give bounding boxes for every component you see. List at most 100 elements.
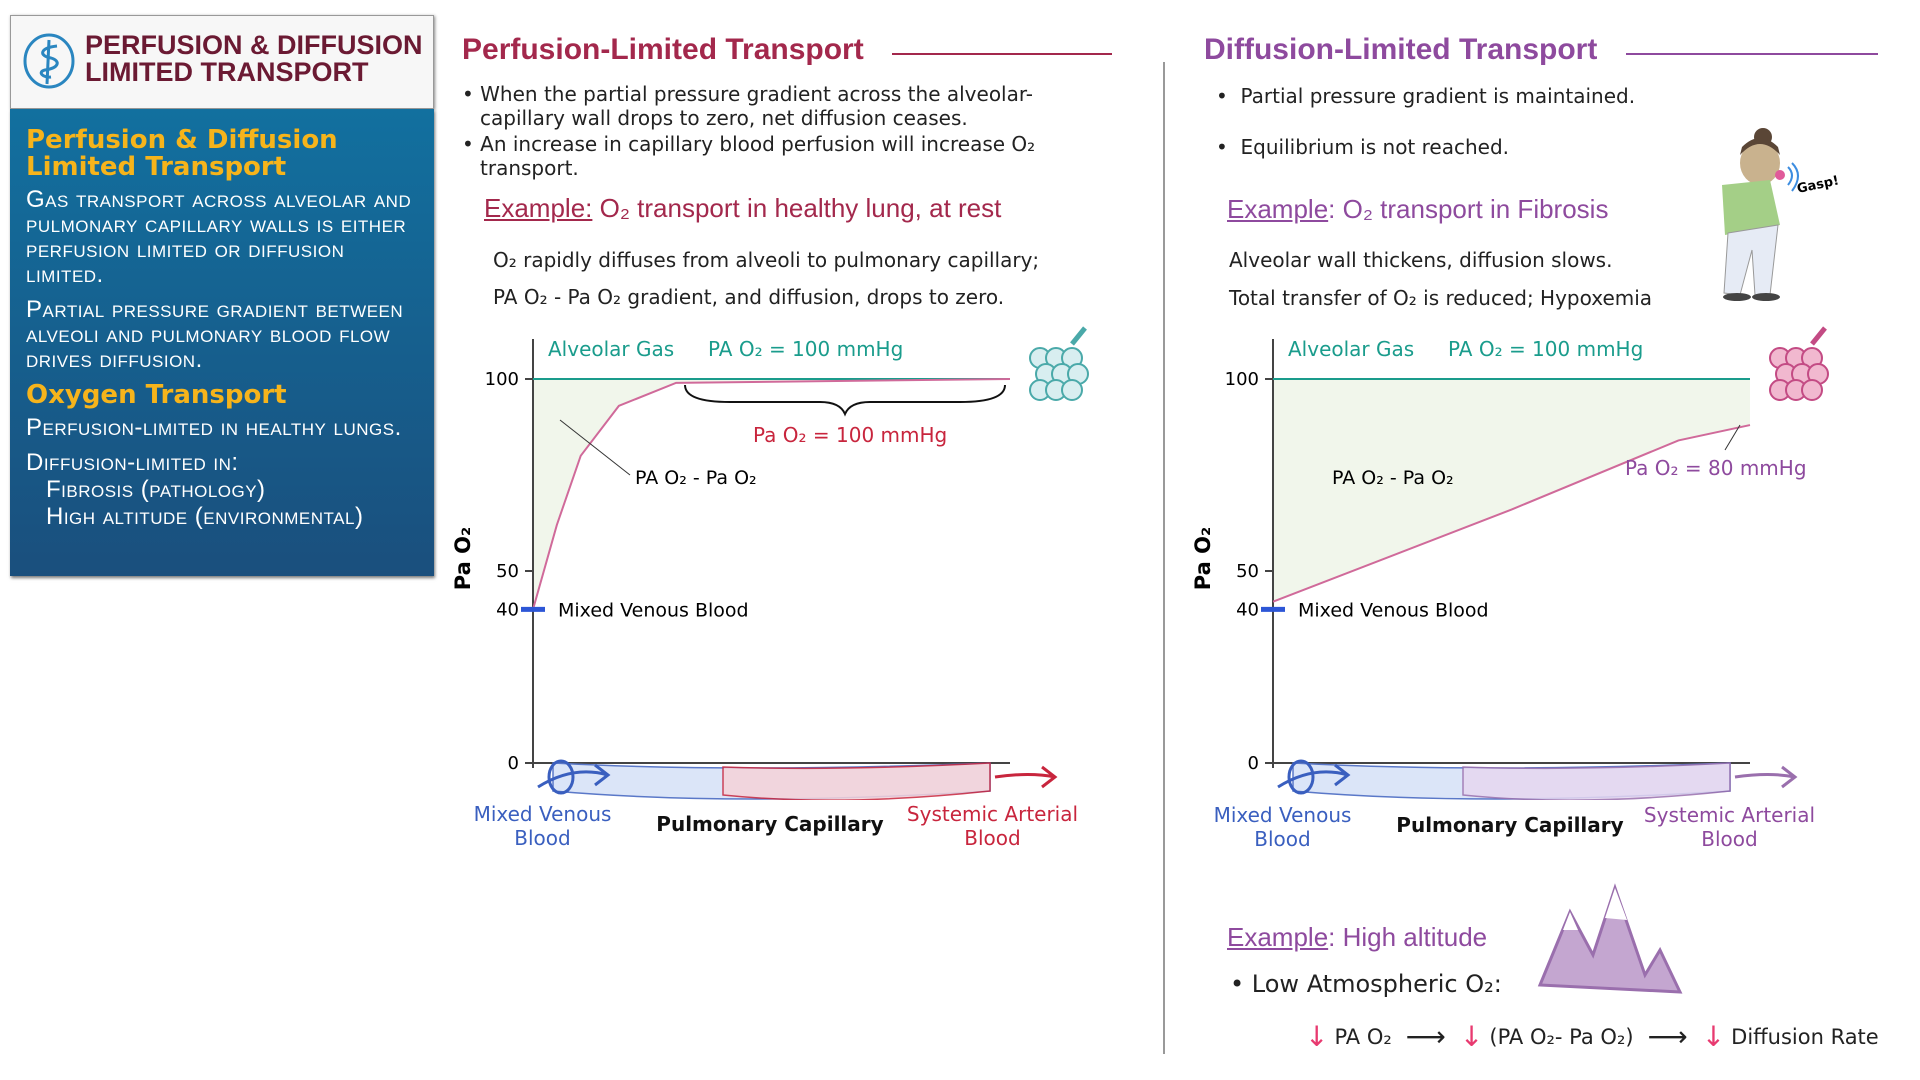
chain-item: (PA O₂- Pa O₂) [1489, 1024, 1634, 1049]
diffusion-desc2: Total transfer of O₂ is reduced; Hypoxem… [1229, 286, 1653, 310]
perfusion-title: Perfusion-Limited Transport [462, 33, 864, 66]
label-systemic-arterial: Systemic Arterial Blood [1643, 803, 1816, 851]
arterial-flow-arrow [1734, 765, 1798, 789]
example-label: Example [1227, 194, 1329, 224]
bullet-text: When the partial pressure gradient acros… [480, 82, 1034, 130]
alveolar-label: Alveolar Gas [548, 337, 674, 361]
diffusion-title: Diffusion-Limited Transport [1204, 33, 1598, 66]
arterial-flow-arrow [994, 765, 1058, 789]
bullet-text: Low Atmospheric O₂: [1251, 970, 1502, 998]
diffusion-bullet: • Equilibrium is not reached. [1216, 135, 1510, 159]
right-arrow-icon: ⟶ [1405, 1020, 1446, 1053]
summary-text: Gas transport across alveolar and pulmon… [26, 186, 412, 288]
y-tick-label: 0 [508, 753, 519, 774]
bullet-text: An increase in capillary blood perfusion… [480, 132, 1036, 180]
label-mixed-venous: Mixed Venous Blood [1213, 803, 1352, 851]
gradient-label: PA O₂ - Pa O₂ [1332, 467, 1454, 489]
label-pulmonary-capillary: Pulmonary Capillary [656, 812, 884, 836]
example-text: : High altitude [1328, 922, 1488, 952]
gradient-area [1273, 379, 1750, 602]
bronchus-icon [1810, 326, 1827, 346]
blood-po2-curve [532, 378, 1011, 610]
y-axis-label: Pa O₂ [1191, 527, 1215, 590]
bullet: • When the partial pressure gradient acr… [462, 82, 1034, 130]
pao2-label: PA O₂ = 100 mmHg [708, 337, 903, 361]
altitude-bullet: • Low Atmospheric O₂: [1230, 970, 1502, 998]
y-tick-label: 40 [496, 599, 519, 620]
venous-flow-arrow [1277, 763, 1351, 789]
tube-opening [1287, 759, 1315, 795]
chain-item: Diffusion Rate [1731, 1024, 1879, 1049]
bullet-text: Equilibrium is not reached. [1240, 135, 1510, 159]
label-systemic-arterial: Systemic Arterial Blood [906, 802, 1079, 850]
gasp-text: Gasp! [1796, 173, 1840, 196]
header-title: PERFUSION & DIFFUSION LIMITED TRANSPORT [85, 32, 423, 86]
summary-item: Fibrosis (pathology) [46, 476, 266, 503]
right-arrow-icon: ⟶ [1647, 1020, 1688, 1053]
altitude-example: Example: High altitude [1227, 922, 1487, 953]
perfusion-desc1: O₂ rapidly diffuses from alveoli to pulm… [493, 248, 1040, 272]
gradient-area [533, 379, 1010, 610]
summary-item: High altitude (environmental) [46, 503, 364, 530]
summary-text: Partial pressure gradient between alveol… [26, 296, 404, 373]
leader-line [1724, 424, 1741, 451]
down-arrow-icon: ↓ [1459, 1020, 1484, 1053]
header-title-line2: LIMITED TRANSPORT [85, 57, 369, 87]
summary-text: Perfusion-limited in healthy lungs. [26, 414, 402, 441]
capillary-oxygenated [722, 762, 991, 800]
capillary-oxygenated [1462, 762, 1731, 800]
y-tick-label: 50 [496, 561, 519, 582]
header-title-line1: PERFUSION & DIFFUSION [85, 30, 423, 60]
perfusion-graph: 0 40 50 100 Mixed Venous Blood Pa O₂ Alveolar … [451, 326, 1089, 800]
venous-label: Mixed Venous Blood [558, 599, 749, 621]
example-text: : O₂ transport in Fibrosis [1328, 194, 1609, 224]
blood-label: Pa O₂ = 80 mmHg [1625, 456, 1807, 480]
alveolar-label: Alveolar Gas [1288, 337, 1414, 361]
diffusion-bullet: • Partial pressure gradient is maintaine… [1216, 84, 1636, 108]
bullet-text: Partial pressure gradient is maintained. [1240, 84, 1636, 108]
perfusion-example: Example: O₂ transport in healthy lung, a… [484, 193, 1001, 224]
y-tick-label: 50 [1236, 561, 1259, 582]
title-rule [892, 53, 1112, 55]
caduceus-icon [23, 33, 75, 89]
bronchus-icon [1070, 326, 1087, 346]
down-arrow-icon: ↓ [1305, 1020, 1329, 1053]
perfusion-bullets: • When the partial pressure gradient acr… [462, 82, 1102, 180]
chain-item: PA O₂ [1334, 1024, 1392, 1049]
mountain-icon [1537, 883, 1683, 994]
perfusion-desc2: PA O₂ - Pa O₂ gradient, and diffusion, d… [493, 285, 1005, 309]
gradient-label: PA O₂ - Pa O₂ [635, 467, 757, 489]
section-divider [1163, 62, 1165, 1054]
blood-label: Pa O₂ = 100 mmHg [753, 423, 947, 447]
oxygen-heading: Oxygen Transport [26, 380, 287, 410]
down-arrow-icon: ↓ [1701, 1020, 1726, 1053]
diffusion-desc1: Alveolar wall thickens, diffusion slows. [1229, 248, 1613, 272]
tube-opening [547, 759, 575, 795]
alveoli-icon [1801, 379, 1823, 401]
example-label: Example: [484, 193, 593, 223]
pao2-label: PA O₂ = 100 mmHg [1448, 337, 1643, 361]
diffusion-example: Example: O₂ transport in Fibrosis [1227, 194, 1608, 225]
y-tick-label: 40 [1236, 599, 1259, 620]
example-text: O₂ transport in healthy lung, at rest [599, 193, 1002, 223]
y-tick-label: 100 [485, 369, 519, 390]
brace [684, 384, 1006, 417]
example-label: Example [1227, 922, 1329, 952]
y-tick-label: 0 [1248, 753, 1259, 774]
title-rule [1626, 53, 1878, 55]
gasping-person-illustration: Gasp! [1722, 128, 1840, 301]
label-mixed-venous: Mixed Venous Blood [473, 802, 612, 850]
venous-flow-arrow [537, 763, 611, 789]
summary-text: Diffusion-limited in: [26, 449, 239, 476]
leader-line [559, 419, 631, 476]
altitude-chain: ↓ PA O₂ ⟶ ↓ (PA O₂- Pa O₂) ⟶ ↓ Diffusion Ra… [1305, 1020, 1879, 1053]
summary-heading: Perfusion & Diffusion Limited Transport [26, 125, 338, 182]
blood-po2-curve [1272, 424, 1751, 603]
summary-panel: Perfusion & Diffusion Limited Transport … [10, 109, 434, 576]
y-axis-label: Pa O₂ [451, 527, 475, 590]
bullet: • An increase in capillary blood perfusi… [462, 132, 1036, 180]
venous-label: Mixed Venous Blood [1298, 599, 1489, 621]
y-tick-label: 100 [1225, 369, 1259, 390]
alveoli-icon [1061, 379, 1083, 401]
label-pulmonary-capillary: Pulmonary Capillary [1396, 813, 1624, 837]
